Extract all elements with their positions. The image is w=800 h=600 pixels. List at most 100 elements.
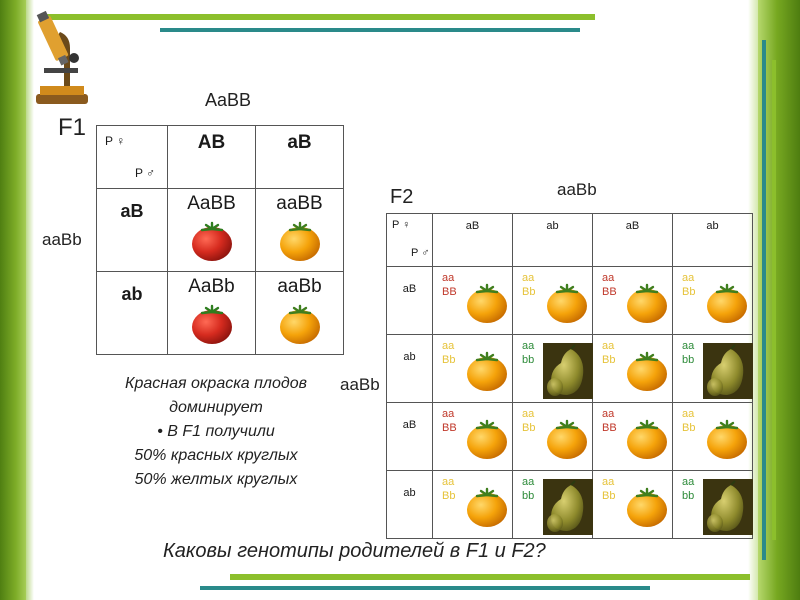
f2-genotype-line: Bb (682, 422, 696, 434)
right-border-fade (748, 0, 758, 600)
f2-genotype-line: bb (522, 490, 535, 502)
left-border (0, 0, 26, 600)
bottom-stripe-thin (200, 586, 650, 590)
yellow-tomato-icon (465, 485, 509, 529)
f2-cell: aa Bb (672, 402, 753, 471)
f2-cell: aa Bb (432, 470, 513, 539)
f2-genotype-line: bb (682, 354, 695, 366)
f2-genotype-line: aa (522, 408, 535, 420)
f2-row-header: ab (386, 470, 433, 539)
f2-genotype-line: Bb (682, 286, 696, 298)
right-vertical-stripe-2 (772, 60, 776, 540)
f2-genotype-line: bb (522, 354, 535, 366)
yellow-tomato-icon (465, 281, 509, 325)
f1-row-header: aB (96, 188, 168, 272)
f2-row-header: ab (386, 334, 433, 403)
f2-cell-genotype: aa Bb (522, 271, 535, 299)
microscope-icon (36, 10, 88, 104)
f1-col-header: AB (167, 125, 256, 189)
bottom-stripe (230, 574, 750, 580)
top-stripe (40, 14, 595, 20)
yellow-tomato-icon (625, 281, 669, 325)
red-tomato-icon (190, 302, 234, 346)
f2-genotype-line: aa (682, 272, 695, 284)
f1-row-header: ab (96, 271, 168, 355)
f2-col-header: ab (672, 213, 753, 267)
f2-genotype-line: aa (522, 476, 535, 488)
pear-tomato-icon (543, 479, 593, 535)
f2-cell: aa Bb (592, 470, 673, 539)
pear-tomato-icon (703, 479, 753, 535)
f2-cell-genotype: aa Bb (522, 407, 535, 435)
f2-genotype-line: aa (442, 476, 455, 488)
red-tomato-icon (190, 219, 234, 263)
f2-cell: aa BB (432, 402, 513, 471)
f2-genotype-line: aa (602, 408, 615, 420)
yellow-tomato-icon (625, 349, 669, 393)
f2-genotype-line: Bb (602, 490, 616, 502)
f2-genotype-line: BB (602, 286, 617, 298)
f2-genotype-line: aa (602, 340, 615, 352)
f1-cell: aaBb (255, 271, 344, 355)
f2-cell-genotype: aa Bb (602, 475, 615, 503)
f2-cell-genotype: aa Bb (682, 271, 695, 299)
f2-cell-genotype: aa Bb (442, 339, 455, 367)
yellow-tomato-icon (705, 417, 749, 461)
f2-cell-genotype: aa Bb (442, 475, 455, 503)
f1-cell-genotype: AaBB (187, 193, 236, 214)
f2-row-header: aB (386, 402, 433, 471)
note-line: Красная окраска плодов (125, 375, 307, 392)
left-border-fade (26, 0, 34, 600)
yellow-tomato-icon (278, 219, 322, 263)
yellow-tomato-icon (705, 281, 749, 325)
f1-label: F1 (58, 114, 87, 141)
f2-cell: aa BB (592, 402, 673, 471)
f2-cell-genotype: aa Bb (682, 407, 695, 435)
f2-genotype-line: aa (442, 272, 455, 284)
note-line: 50% красных круглых (134, 447, 298, 464)
f1-punnett-square: P ♀ P ♂ AB aB aB AaBB aaBB ab AaBb aaBb (96, 125, 344, 355)
f1-cell: AaBB (167, 188, 256, 272)
f2-punnett-square: P ♀ P ♂ aB ab aB ab aB aa BB aa Bb aa BB aa Bb ab… (386, 213, 753, 539)
right-vertical-stripe (762, 40, 766, 560)
f2-genotype-line: aa (522, 340, 535, 352)
f2-genotype-line: BB (602, 422, 617, 434)
f2-col-header: aB (592, 213, 673, 267)
f2-cell-genotype: aa bb (682, 475, 694, 503)
yellow-tomato-icon (545, 281, 589, 325)
f2-corner-male: P ♂ (411, 247, 430, 259)
yellow-tomato-icon (465, 349, 509, 393)
f2-cell-genotype: aa BB (602, 407, 617, 435)
f2-cell: aa bb (512, 334, 593, 403)
f2-genotype-line: Bb (522, 422, 536, 434)
yellow-tomato-icon (625, 417, 669, 461)
f1-cell-genotype: aaBB (276, 193, 323, 214)
note-line: 50% желтых круглых (134, 471, 298, 488)
f2-genotype-line: aa (602, 272, 615, 284)
note-line: доминирует (169, 399, 263, 416)
f2-cell-genotype: aa Bb (602, 339, 615, 367)
f2-top-genotype: aaBb (557, 180, 597, 199)
f2-cell-genotype: aa bb (522, 475, 534, 503)
yellow-tomato-icon (278, 302, 322, 346)
f2-genotype-line: aa (682, 408, 695, 420)
f2-cell: aa BB (432, 266, 513, 335)
f2-corner-cell: P ♀ P ♂ (386, 213, 433, 267)
f1-corner-cell: P ♀ P ♂ (96, 125, 168, 189)
explanation-note: Красная окраска плодов доминирует • В F1… (96, 372, 336, 492)
f1-cell: aaBB (255, 188, 344, 272)
f2-genotype-line: aa (602, 476, 615, 488)
f2-left-genotype: aaBb (340, 375, 380, 394)
f2-genotype-line: Bb (522, 286, 536, 298)
yellow-tomato-icon (625, 485, 669, 529)
f2-genotype-line: Bb (442, 490, 456, 502)
f2-cell-genotype: aa bb (682, 339, 694, 367)
f1-corner-male: P ♂ (135, 166, 156, 180)
f2-cell: aa Bb (512, 402, 593, 471)
f2-genotype-line: bb (682, 490, 695, 502)
f1-cell: AaBb (167, 271, 256, 355)
f2-cell: aa bb (672, 334, 753, 403)
f2-cell: aa Bb (432, 334, 513, 403)
note-line: • В F1 получили (157, 423, 275, 440)
f2-label: F2 (390, 186, 414, 208)
